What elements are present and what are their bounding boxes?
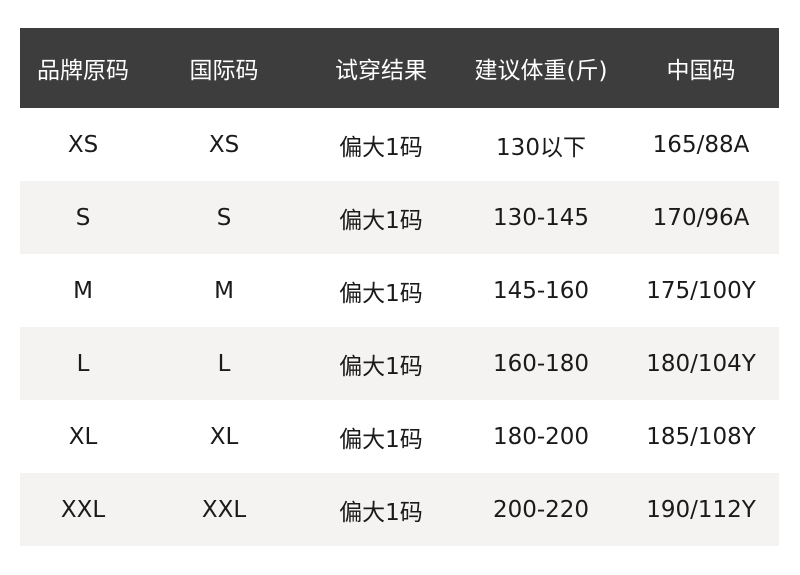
table-row: XL XL 偏大1码 180-200 185/108Y <box>20 400 779 473</box>
cell-international-size: XS <box>208 131 240 158</box>
header-suggested-weight: 建议体重(斤) <box>474 58 608 84</box>
cell-suggested-weight: 200-220 <box>492 496 590 523</box>
header-brand-size: 品牌原码 <box>37 58 129 84</box>
cell-china-size: 170/96A <box>652 204 750 231</box>
cell-china-size: 175/100Y <box>646 277 756 304</box>
header-china-size: 中国码 <box>666 58 736 84</box>
cell-international-size: L <box>217 350 231 377</box>
cell-brand-size: XXL <box>60 496 106 523</box>
table-row: XS XS 偏大1码 130以下 165/88A <box>20 108 779 181</box>
cell-suggested-weight: 130-145 <box>492 204 590 231</box>
table-row: S S 偏大1码 130-145 170/96A <box>20 181 779 254</box>
cell-fit-result: 偏大1码 <box>339 134 423 161</box>
cell-china-size: 180/104Y <box>646 350 756 377</box>
cell-brand-size: XS <box>67 131 99 158</box>
cell-fit-result: 偏大1码 <box>339 280 423 307</box>
cell-fit-result: 偏大1码 <box>339 426 423 453</box>
cell-china-size: 165/88A <box>652 131 750 158</box>
cell-international-size: XL <box>209 423 239 450</box>
cell-suggested-weight: 160-180 <box>492 350 590 377</box>
table-row: XXL XXL 偏大1码 200-220 190/112Y <box>20 473 779 546</box>
cell-suggested-weight: 180-200 <box>492 423 590 450</box>
cell-china-size: 190/112Y <box>646 496 756 523</box>
cell-china-size: 185/108Y <box>646 423 756 450</box>
cell-suggested-weight: 130以下 <box>496 134 586 161</box>
cell-brand-size: M <box>73 277 93 304</box>
cell-brand-size: L <box>76 350 90 377</box>
table-header: 品牌原码 国际码 试穿结果 建议体重(斤) 中国码 <box>20 28 779 108</box>
cell-brand-size: XL <box>68 423 98 450</box>
cell-international-size: M <box>214 277 234 304</box>
cell-international-size: XXL <box>201 496 247 523</box>
header-international-size: 国际码 <box>189 58 259 84</box>
cell-brand-size: S <box>75 204 91 231</box>
cell-suggested-weight: 145-160 <box>492 277 590 304</box>
table-row: L L 偏大1码 160-180 180/104Y <box>20 327 779 400</box>
table-row: M M 偏大1码 145-160 175/100Y <box>20 254 779 327</box>
size-chart-table: 品牌原码 国际码 试穿结果 建议体重(斤) 中国码 XS XS 偏大1码 130以下 1… <box>20 28 779 546</box>
header-fit-result: 试穿结果 <box>335 58 427 84</box>
cell-fit-result: 偏大1码 <box>339 207 423 234</box>
cell-international-size: S <box>216 204 232 231</box>
cell-fit-result: 偏大1码 <box>339 353 423 380</box>
cell-fit-result: 偏大1码 <box>339 499 423 526</box>
